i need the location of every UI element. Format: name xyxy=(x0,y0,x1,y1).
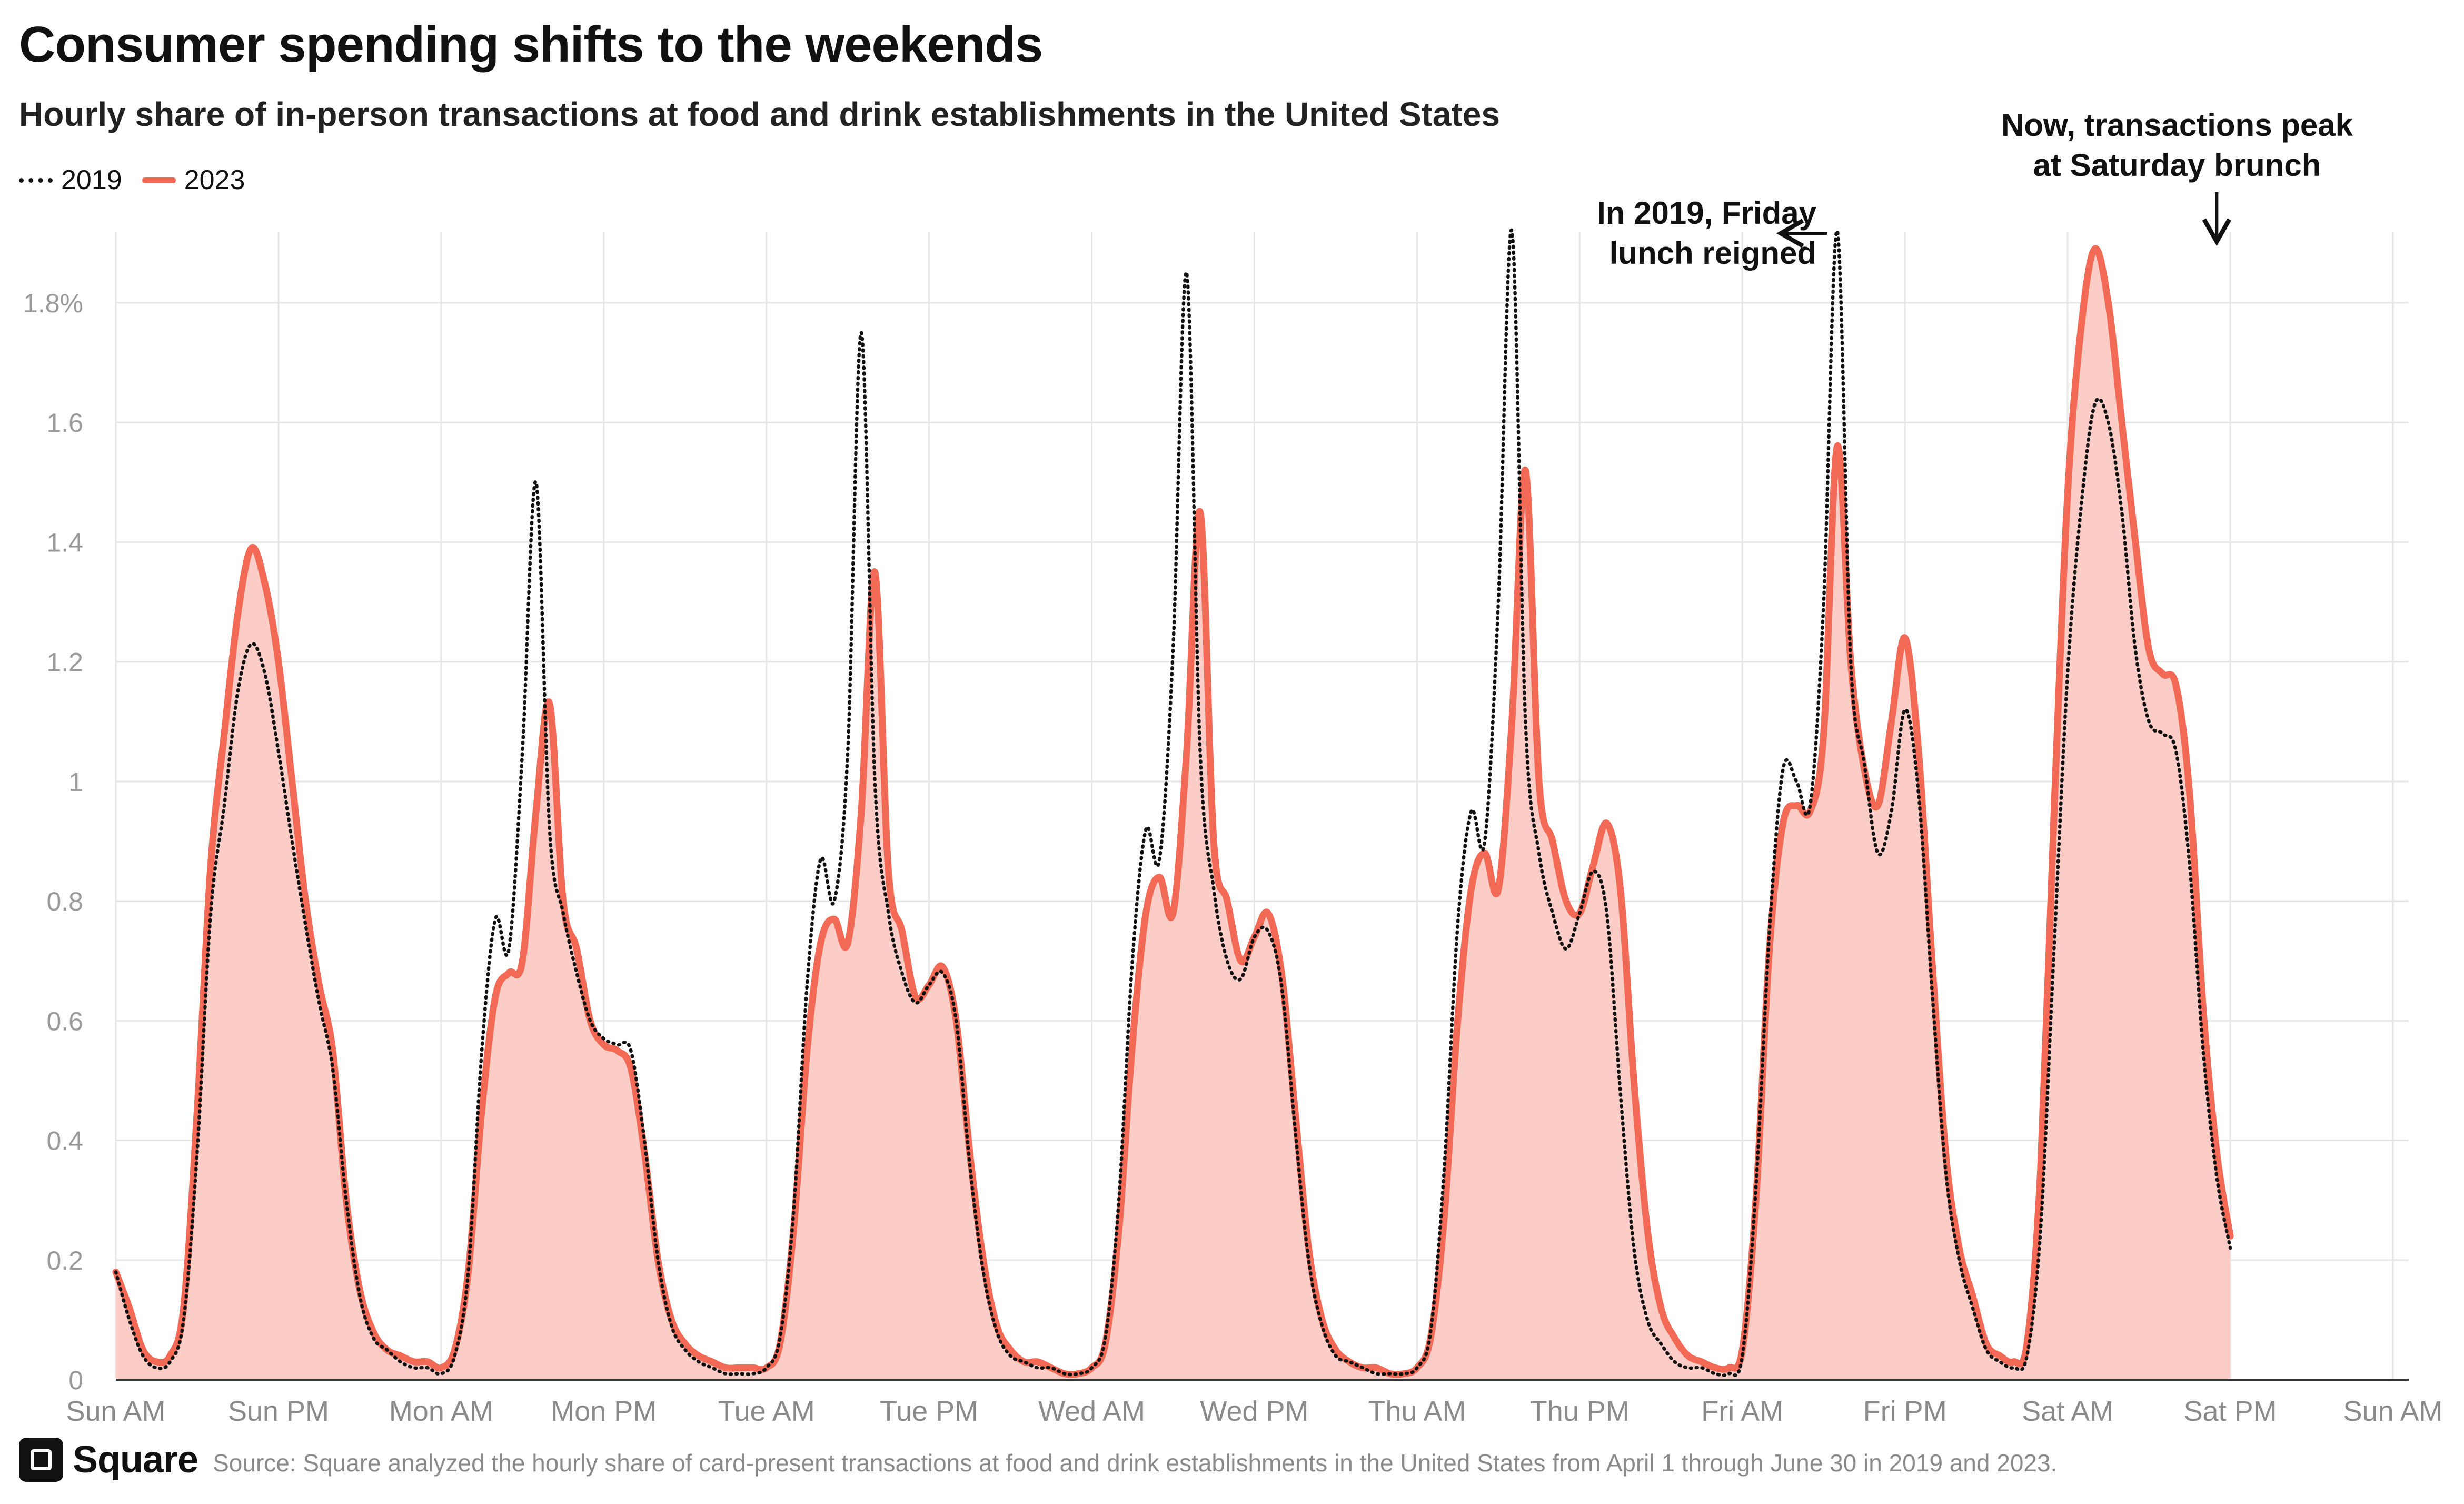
x-tick-label: Tue PM xyxy=(880,1396,978,1427)
x-tick-label: Fri AM xyxy=(1701,1396,1783,1427)
legend-swatch-2019 xyxy=(19,177,53,183)
legend: 2019 2023 xyxy=(19,164,265,196)
y-tick-label: 1.2 xyxy=(46,648,83,677)
legend-item-2023: 2023 xyxy=(142,164,245,196)
y-tick-label: 1 xyxy=(68,767,83,797)
annotation-line: at Saturday brunch xyxy=(2033,147,2321,183)
x-tick-label: Sun AM xyxy=(66,1396,165,1427)
chart-title: Consumer spending shifts to the weekends xyxy=(19,16,1043,73)
x-tick-label: Thu AM xyxy=(1368,1396,1466,1427)
x-tick-label: Fri PM xyxy=(1863,1396,1947,1427)
brand-name: Square xyxy=(73,1439,198,1481)
legend-label-2019: 2019 xyxy=(61,165,122,195)
x-tick-label: Tue AM xyxy=(718,1396,815,1427)
annotation-line: Now, transactions peak xyxy=(2001,107,2353,143)
y-tick-label: 0.8 xyxy=(46,887,83,916)
area-layer xyxy=(116,249,2231,1380)
x-tick-label: Sun PM xyxy=(228,1396,329,1427)
x-tick-label: Sat AM xyxy=(2022,1396,2113,1427)
line-layer xyxy=(112,228,2234,1378)
chart-subtitle: Hourly share of in-person transactions a… xyxy=(19,95,1500,133)
x-tick-label: Wed PM xyxy=(1200,1396,1308,1427)
y-tick-label: 1.6 xyxy=(46,408,83,438)
square-logo-icon xyxy=(19,1438,63,1482)
x-tick-label: Mon PM xyxy=(551,1396,657,1427)
y-tick-label: 0.6 xyxy=(46,1006,83,1036)
x-tick-label: Wed AM xyxy=(1038,1396,1145,1427)
series-2023-line xyxy=(112,245,2234,1378)
y-tick-label: 0.4 xyxy=(46,1126,83,1156)
axis-layer: 0 0.2 0.4 0.6 0.8 1 1.2 1.4 1.6 1.8% Sun AM Sun PM M… xyxy=(23,289,2443,1427)
annotation-layer: In 2019, Friday lunch reigned Now, transac… xyxy=(1597,107,2353,271)
y-tick-label: 1.8% xyxy=(23,289,83,318)
annotation-line: In 2019, Friday xyxy=(1597,195,1816,231)
source-note: Source: Square analyzed the hourly share… xyxy=(213,1449,2058,1477)
legend-swatch-2023 xyxy=(142,177,176,183)
series-2019-line xyxy=(114,228,2232,1377)
footer: Square Source: Square analyzed the hourl… xyxy=(19,1438,2057,1482)
x-tick-label: Sat PM xyxy=(2184,1396,2277,1427)
legend-label-2023: 2023 xyxy=(184,165,245,195)
annotation-line: lunch reigned xyxy=(1609,235,1816,271)
x-tick-label: Thu PM xyxy=(1530,1396,1630,1427)
y-tick-label: 0.2 xyxy=(46,1246,83,1275)
x-tick-label: Sun AM xyxy=(2343,1396,2442,1427)
y-tick-label: 1.4 xyxy=(46,528,83,557)
x-tick-label: Mon AM xyxy=(389,1396,493,1427)
legend-item-2019: 2019 xyxy=(19,164,122,196)
y-tick-label: 0 xyxy=(68,1366,83,1395)
series-2023-area xyxy=(116,249,2231,1380)
annotation-saturday-brunch: Now, transactions peak at Saturday brunch xyxy=(2001,107,2353,183)
